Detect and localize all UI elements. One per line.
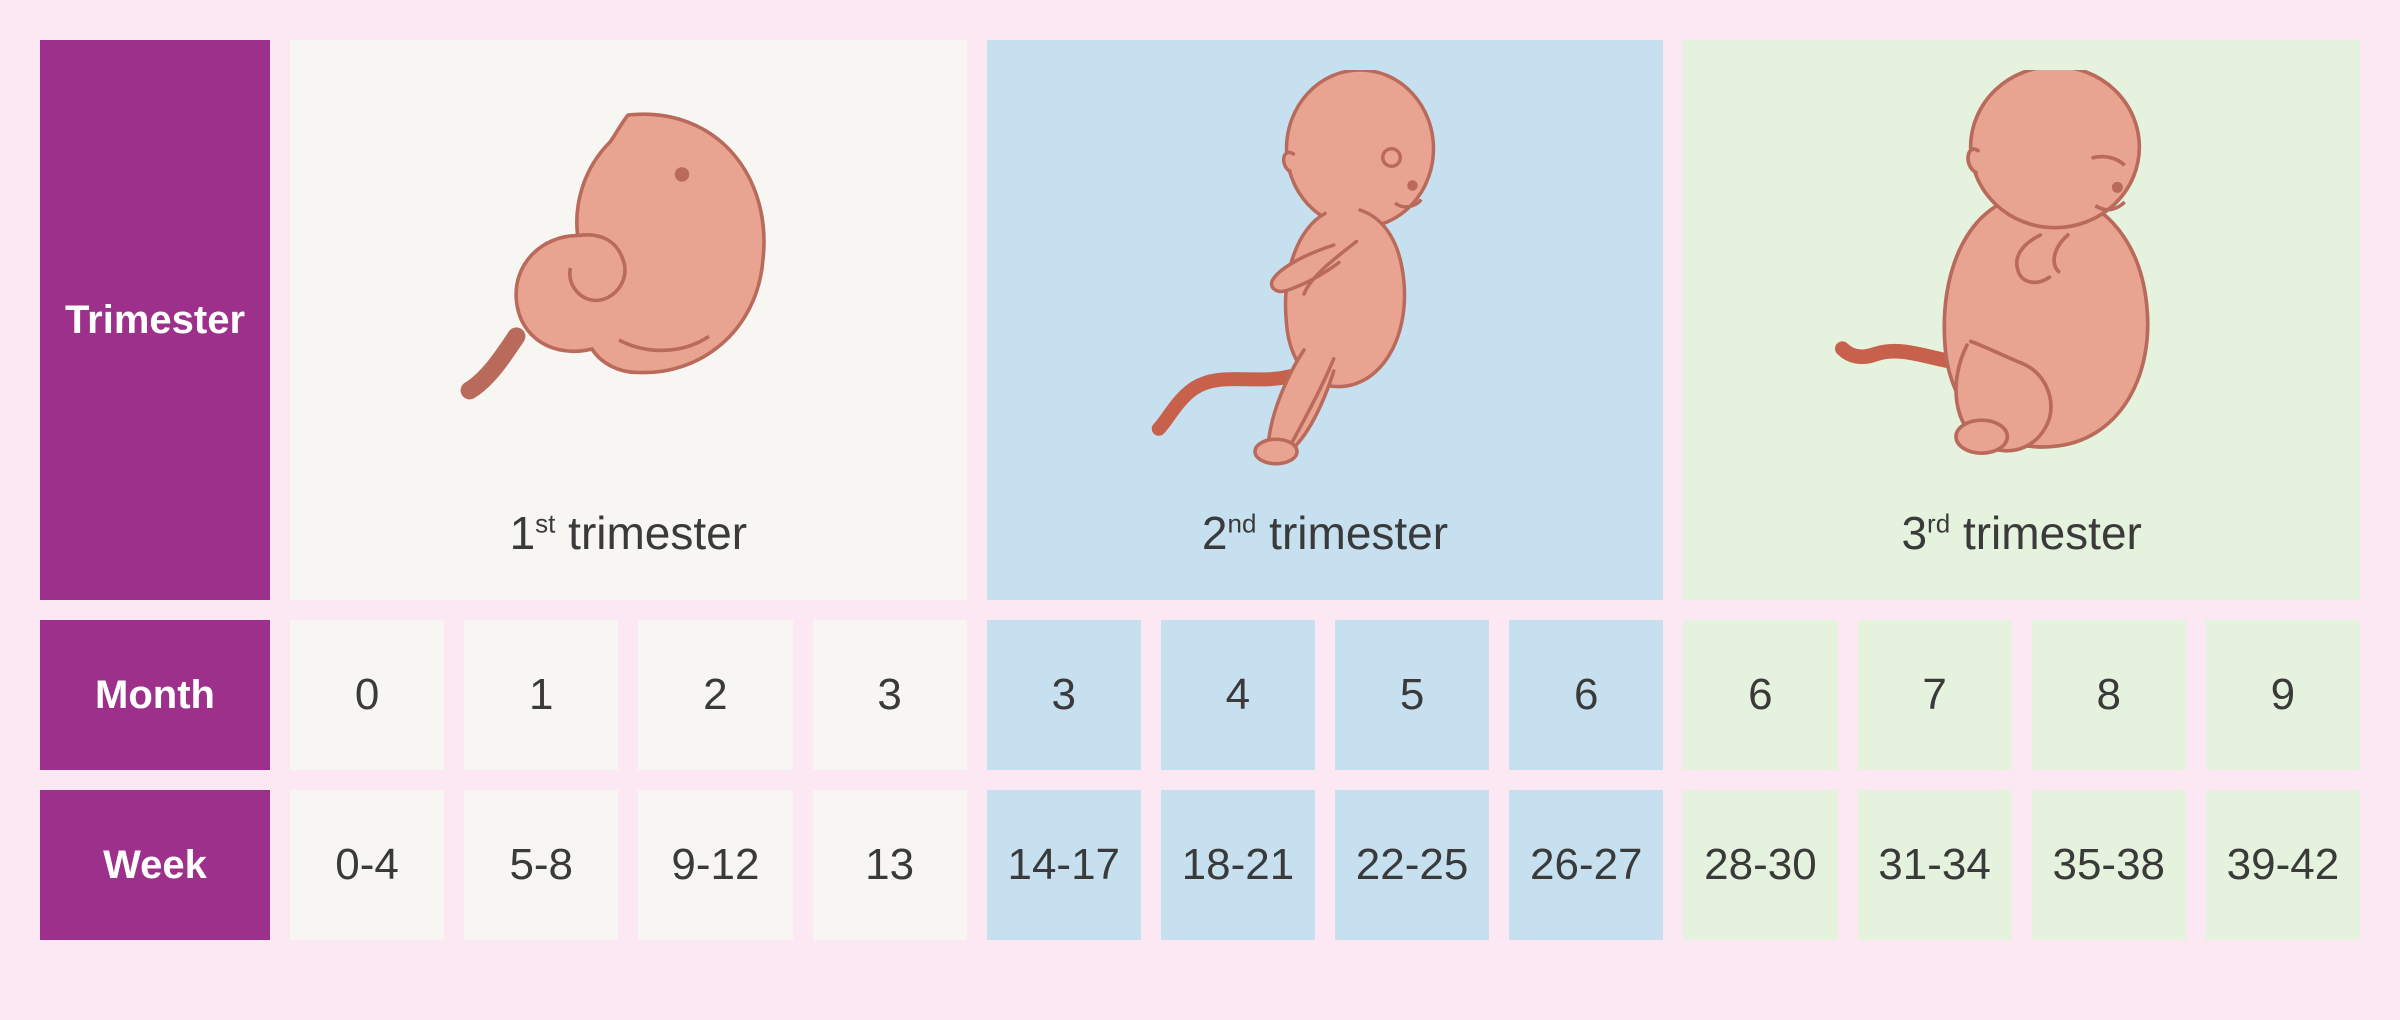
month-cell: 4 <box>1161 620 1315 770</box>
week-cell: 22-25 <box>1335 790 1489 940</box>
month-cell: 2 <box>638 620 792 770</box>
month-cell: 1 <box>464 620 618 770</box>
week-cell: 26-27 <box>1509 790 1663 940</box>
month-cell: 5 <box>1335 620 1489 770</box>
pregnancy-trimester-table: Trimester 1st trimester <box>40 40 2360 940</box>
row-header-month-label: Month <box>95 673 215 718</box>
week-cell: 39-42 <box>2206 790 2360 940</box>
month-cell: 6 <box>1509 620 1663 770</box>
month-cell: 7 <box>1858 620 2012 770</box>
week-cell: 28-30 <box>1683 790 1837 940</box>
trimester-card-3: 3rd trimester <box>1683 40 2360 600</box>
fetus-3rd-illustration <box>1832 70 2212 515</box>
month-cell: 0 <box>290 620 444 770</box>
row-header-month: Month <box>40 620 270 770</box>
trimester-1-label: 1st trimester <box>510 506 748 560</box>
trimester-2-label: 2nd trimester <box>1202 506 1448 560</box>
trimester-card-1: 1st trimester <box>290 40 967 600</box>
month-cell: 9 <box>2206 620 2360 770</box>
embryo-illustration <box>448 70 808 435</box>
week-cell: 18-21 <box>1161 790 1315 940</box>
week-cell: 35-38 <box>2032 790 2186 940</box>
week-cell: 14-17 <box>987 790 1141 940</box>
month-cell: 6 <box>1683 620 1837 770</box>
trimester-card-2: 2nd trimester <box>987 40 1664 600</box>
week-cell: 5-8 <box>464 790 618 940</box>
month-cell: 3 <box>813 620 967 770</box>
month-cell: 3 <box>987 620 1141 770</box>
fetus-2nd-illustration <box>1150 70 1500 495</box>
week-cell: 13 <box>813 790 967 940</box>
row-header-trimester-label: Trimester <box>65 298 245 343</box>
month-cell: 8 <box>2032 620 2186 770</box>
week-cell: 0-4 <box>290 790 444 940</box>
week-cell: 9-12 <box>638 790 792 940</box>
week-cell: 31-34 <box>1858 790 2012 940</box>
row-header-week-label: Week <box>103 843 207 888</box>
row-header-trimester: Trimester <box>40 40 270 600</box>
row-header-week: Week <box>40 790 270 940</box>
